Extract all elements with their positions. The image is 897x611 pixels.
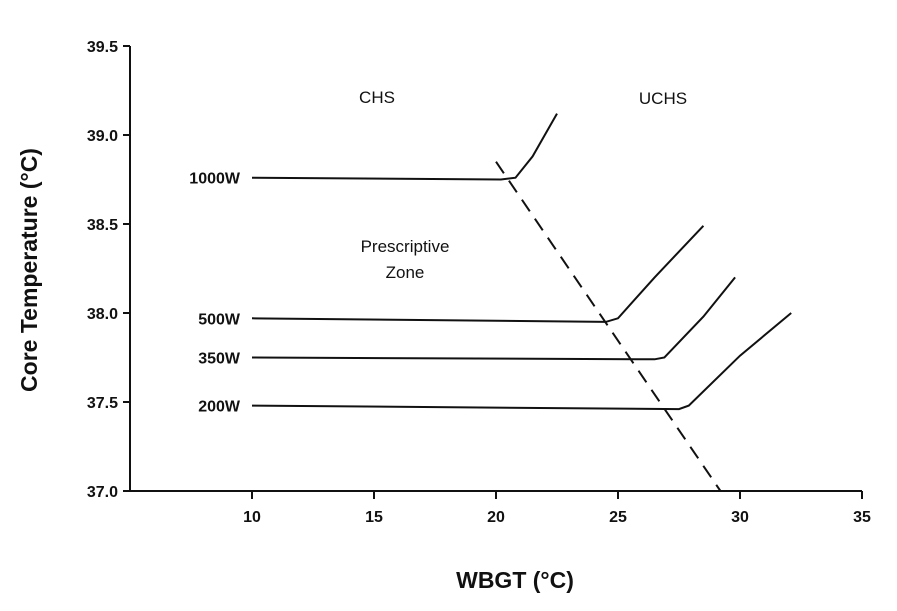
chs-uchs-boundary-dashed: [495, 161, 722, 492]
series-label-500w: 500W: [198, 311, 241, 328]
chs-label: CHS: [359, 88, 395, 107]
x-tick-label: 15: [365, 509, 383, 526]
series-label-1000w: 1000W: [189, 171, 241, 188]
y-axis-ticks: 37.0 37.5 38.0 38.5 39.0 39.5: [87, 39, 130, 501]
y-tick-label: 38.5: [87, 217, 118, 234]
prescriptive-zone-label-line1: Prescriptive: [361, 237, 450, 256]
y-tick-label: 37.5: [87, 395, 118, 412]
x-tick-label: 20: [487, 509, 505, 526]
y-tick-label: 39.5: [87, 39, 118, 56]
curve-350w: [251, 276, 736, 361]
x-tick-label: 25: [609, 509, 627, 526]
boundary-line: [495, 161, 722, 492]
x-tick-label: 30: [731, 509, 749, 526]
y-axis-title: Core Temperature (°C): [16, 148, 42, 392]
workload-curves: [251, 113, 792, 411]
x-tick-label: 35: [853, 509, 871, 526]
series-labels: 1000W 500W 350W 200W: [189, 171, 241, 416]
y-tick-label: 37.0: [87, 484, 118, 501]
x-tick-label: 10: [243, 509, 261, 526]
y-tick-label: 38.0: [87, 306, 118, 323]
y-tick-label: 39.0: [87, 128, 118, 145]
series-label-350w: 350W: [198, 351, 241, 368]
curve-200w: [251, 312, 792, 411]
prescriptive-zone-label-line2: Zone: [386, 263, 425, 282]
uchs-label: UCHS: [639, 89, 687, 108]
x-axis-ticks: 10 15 20 25 30 35: [243, 491, 871, 526]
curve-1000w: [251, 113, 558, 181]
series-label-200w: 200W: [198, 399, 241, 416]
curve-500w: [251, 225, 705, 323]
x-axis-title: WBGT (°C): [456, 567, 574, 593]
axes: [129, 46, 862, 492]
